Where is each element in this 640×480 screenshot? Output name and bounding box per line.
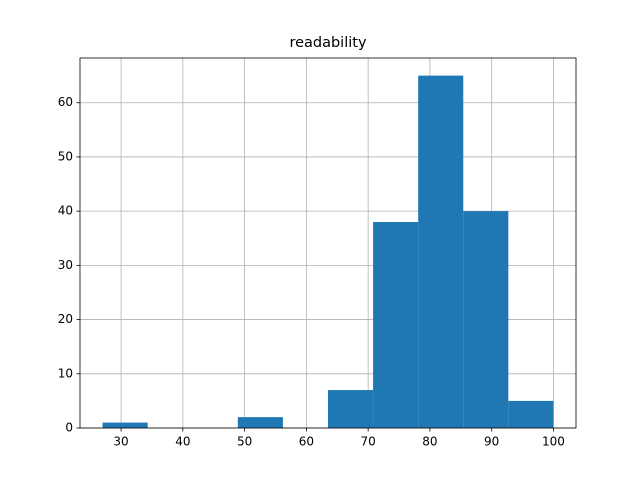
x-tick-label: 80 bbox=[422, 435, 437, 449]
x-tick-label: 100 bbox=[542, 435, 565, 449]
x-tick-label: 30 bbox=[113, 435, 128, 449]
axes-frame bbox=[79, 57, 577, 429]
bar bbox=[102, 422, 148, 428]
bar bbox=[328, 390, 374, 428]
y-tick-label: 0 bbox=[65, 421, 73, 435]
bar bbox=[463, 211, 509, 428]
bar bbox=[373, 221, 419, 428]
bar bbox=[237, 417, 283, 428]
x-tick-label: 90 bbox=[484, 435, 499, 449]
chart-title: readability bbox=[289, 35, 367, 51]
bar bbox=[418, 75, 464, 428]
y-tick-label: 30 bbox=[58, 258, 73, 272]
y-tick-label: 10 bbox=[58, 366, 73, 380]
y-tick-label: 40 bbox=[58, 204, 73, 218]
x-tick-label: 60 bbox=[299, 435, 314, 449]
y-tick-label: 20 bbox=[58, 312, 73, 326]
x-tick-label: 70 bbox=[361, 435, 376, 449]
y-tick-label: 50 bbox=[58, 149, 73, 163]
bar bbox=[508, 400, 554, 428]
y-tick-label: 60 bbox=[58, 95, 73, 109]
x-tick-label: 40 bbox=[175, 435, 190, 449]
x-tick-label: 50 bbox=[237, 435, 252, 449]
